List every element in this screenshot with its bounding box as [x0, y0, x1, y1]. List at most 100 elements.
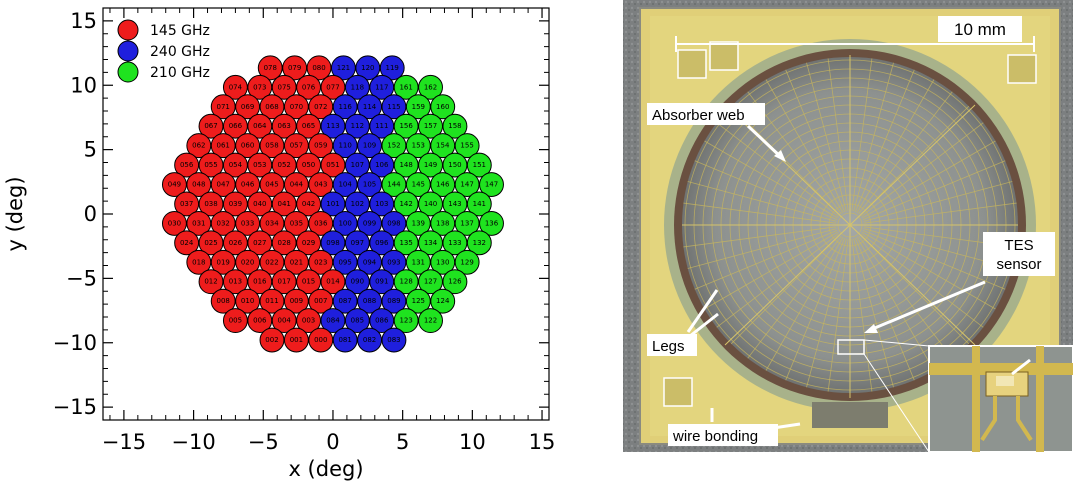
detector-label: 021 — [290, 258, 303, 266]
detector-label: 057 — [290, 142, 303, 150]
detector-label: 124 — [436, 297, 450, 305]
detector-label: 153 — [412, 142, 425, 150]
detector-label: 008 — [217, 297, 230, 305]
detector-pixel — [442, 269, 468, 295]
detector-label: 051 — [326, 161, 339, 169]
detector-label: 139 — [412, 219, 425, 227]
detector-label: 037 — [180, 200, 193, 208]
detector-label: 134 — [424, 239, 438, 247]
detector-label: 081 — [338, 336, 351, 344]
detector-label: 054 — [229, 161, 243, 169]
detector-label: 142 — [399, 200, 412, 208]
detector-pixel — [454, 249, 480, 275]
detector-label: 119 — [386, 64, 399, 72]
detector-label: 026 — [229, 239, 243, 247]
detector-label: 121 — [337, 64, 350, 72]
detector-label: 114 — [363, 103, 377, 111]
detector-label: 027 — [253, 239, 266, 247]
x-tick-label: −5 — [248, 430, 279, 454]
detector-pixel — [479, 172, 504, 197]
detector-label: 162 — [424, 83, 437, 91]
legend-label: 240 GHz — [150, 44, 210, 60]
detector-label: 135 — [399, 239, 412, 247]
detector-label: 031 — [192, 219, 205, 227]
detector-label: 111 — [375, 122, 388, 130]
detector-label: 077 — [326, 83, 339, 91]
detector-label: 131 — [412, 258, 425, 266]
detector-label: 100 — [338, 219, 351, 227]
detector-label: 103 — [375, 200, 388, 208]
detector-label: 048 — [192, 181, 205, 189]
detector-label: 096 — [375, 239, 389, 247]
detector-label: 019 — [217, 258, 230, 266]
detector-label: 030 — [168, 219, 181, 227]
detector-label: 024 — [180, 239, 194, 247]
detector-label: 022 — [265, 258, 278, 266]
x-tick-label: −10 — [171, 430, 215, 454]
detector-label: 130 — [436, 258, 449, 266]
detector-label: 042 — [302, 200, 315, 208]
detector-label: 014 — [326, 278, 340, 286]
detector-label: 105 — [363, 181, 376, 189]
detector-label: 083 — [387, 336, 400, 344]
detector-label: 074 — [229, 83, 243, 91]
detector-label: 086 — [375, 317, 389, 325]
detector-label: 001 — [290, 336, 303, 344]
x-axis-ticks: −15 −10 −5 0 5 1 0 15 — [102, 8, 555, 454]
detector-label: 004 — [278, 317, 292, 325]
detector-label: 144 — [387, 181, 401, 189]
detector-label: 050 — [302, 161, 315, 169]
detector-label: 011 — [265, 297, 278, 305]
detector-label: 129 — [460, 258, 473, 266]
detector-label: 155 — [460, 142, 473, 150]
detector-label: 148 — [399, 161, 412, 169]
detector-label: 007 — [314, 297, 327, 305]
detector-label: 090 — [351, 278, 364, 286]
y-tick-label: −15 — [53, 395, 97, 419]
detector-label: 132 — [473, 239, 486, 247]
detector-label: 146 — [436, 181, 450, 189]
detector-label: 145 — [412, 181, 425, 189]
detector-label: 012 — [204, 278, 217, 286]
detector-label: 072 — [314, 103, 327, 111]
detector-label: 045 — [265, 181, 278, 189]
y-tick-label: 15 — [70, 9, 97, 33]
detector-label: 080 — [312, 64, 325, 72]
y-tick-label: 0 — [84, 202, 97, 226]
detector-pixel — [454, 133, 480, 159]
y-axis-title: y (deg) — [3, 176, 27, 251]
detector-label: 107 — [351, 161, 364, 169]
detector-label: 044 — [290, 181, 304, 189]
detector-label: 000 — [314, 336, 327, 344]
tes-label-line2: sensor — [996, 256, 1041, 273]
detector-label: 091 — [375, 278, 388, 286]
detector-label: 035 — [290, 219, 303, 227]
x-tick-label: −15 — [102, 430, 146, 454]
detector-label: 109 — [363, 142, 376, 150]
detector-pixel — [430, 94, 456, 120]
detector-label: 069 — [241, 103, 254, 111]
detector-label: 068 — [265, 103, 278, 111]
detector-label: 052 — [278, 161, 291, 169]
detector-label: 015 — [302, 278, 315, 286]
chip-pads — [663, 41, 1037, 428]
detector-label: 160 — [436, 103, 449, 111]
detector-label: 095 — [338, 258, 351, 266]
detector-label: 133 — [448, 239, 461, 247]
x-tick-label: 5 — [396, 430, 409, 454]
tes-zoom-source — [837, 339, 865, 355]
legend-label: 145 GHz — [150, 23, 210, 39]
detector-label: 032 — [217, 219, 230, 227]
detector-label: 097 — [351, 239, 364, 247]
detector-label: 039 — [229, 200, 242, 208]
detector-label: 078 — [264, 64, 277, 72]
detector-label: 065 — [302, 122, 315, 130]
detector-label: 033 — [241, 219, 254, 227]
detector-label: 087 — [338, 297, 351, 305]
detector-label: 141 — [473, 200, 486, 208]
detector-label: 049 — [168, 181, 181, 189]
detector-label: 161 — [399, 83, 412, 91]
y-tick-label: −10 — [53, 331, 97, 355]
detector-pixel — [430, 288, 456, 314]
detector-label: 122 — [424, 317, 437, 325]
